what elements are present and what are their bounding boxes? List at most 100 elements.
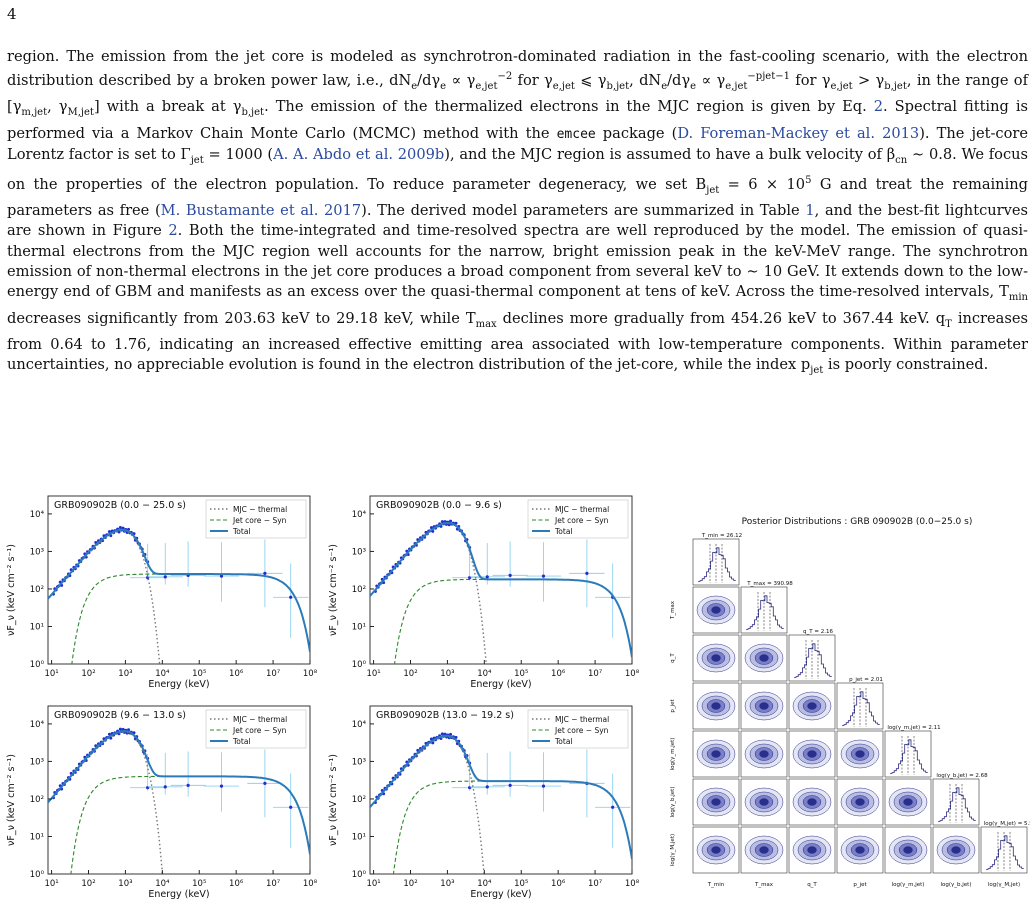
data-point [107,732,111,736]
marginal-histogram [890,739,928,774]
citation-link[interactable]: A. A. Abdo et al. 2009b [273,145,445,163]
parameter-estimate: T_max = 390.98 [746,581,793,587]
x-param-label: q_T [807,882,817,888]
legend-label: Jet core − Syn [232,516,287,525]
legend-label: Total [232,527,251,536]
x-tick-label: 10⁴ [155,669,170,679]
data-point [107,530,111,534]
text-run: region. The emission from the jet core i… [7,48,1028,90]
text-run: G and treat the remaining parameters as … [7,175,1028,220]
contour-ellipse [759,846,769,854]
y-axis-label: νF_ν (keV cm⁻² s⁻¹) [6,544,17,636]
marginal-histogram [986,835,1024,870]
text-run: ), and the MJC region is assumed to have… [444,145,896,163]
parameter-estimate: p_jet = 2.01 [849,677,883,683]
contour-ellipse [711,798,721,806]
contour-ellipse [711,654,721,662]
x-param-label: T_min [707,882,725,888]
data-point [485,575,489,579]
text-run: e,jet [830,81,853,93]
text-run: T [945,318,952,330]
y-tick-label: 10³ [352,547,366,557]
y-tick-label: 10¹ [352,832,366,842]
text-run: /dγ [417,72,441,90]
citation-link[interactable]: 2 [873,98,884,116]
x-tick-label: 10⁷ [588,669,603,679]
x-tick-label: 10⁷ [588,879,603,889]
x-tick-label: 10¹ [366,879,380,889]
text-run: /dγ [667,72,691,90]
x-param-label: log(γ_b,jet) [941,882,972,888]
y-tick-label: 10² [30,795,44,805]
data-point [429,737,433,741]
contour-ellipse [807,798,817,806]
x-tick-label: 10² [403,669,417,679]
text-run: e,jet [475,81,498,93]
text-run: . Spectral fitting is performed via a Ma… [7,98,1028,142]
data-point [585,571,589,575]
legend-label: Total [554,737,573,746]
text-run: cn [895,154,908,166]
data-point [440,520,444,524]
text-run: b,jet [884,81,907,93]
contour-ellipse [807,750,817,758]
citation-link[interactable]: D. Foreman-Mackey et al. 2013 [677,124,920,142]
total-curve [48,528,310,653]
contour-ellipse [903,798,913,806]
y-tick-label: 10³ [30,757,44,767]
x-tick-label: 10³ [440,879,454,889]
text-run: e [661,81,668,93]
body-paragraph: region. The emission from the jet core i… [7,47,1028,381]
parameter-estimate: log(γ_m,jet) = 2.11 [887,725,940,731]
x-axis-label: Energy (keV) [470,679,531,690]
text-run: for γ [512,72,553,90]
contour-ellipse [807,846,817,854]
contour-ellipse [711,846,721,854]
text-run: −1 [775,71,790,83]
text-run: b,jet [606,81,630,93]
text-run: min [1008,292,1028,304]
text-run: for γ [789,72,831,90]
data-point [508,573,512,577]
data-point [611,805,615,809]
plot-area [48,727,310,874]
text-run: ∝ γ [696,72,726,90]
plot-area [370,732,632,874]
y-param-label: T_max [670,600,676,620]
data-point [263,571,267,575]
plot-area [370,519,632,664]
y-param-label: log(γ_m,jet) [670,738,676,771]
y-tick-label: 10⁰ [352,870,367,880]
text-run: m,jet [21,107,48,119]
citation-link[interactable]: M. Bustamante et al. 2017 [160,202,362,220]
data-point [454,521,458,525]
text-run: e,jet [552,81,575,93]
y-tick-label: 10⁰ [30,870,45,880]
y-tick-label: 10² [352,795,366,805]
x-tick-label: 10⁸ [303,669,318,679]
x-tick-label: 10² [81,669,95,679]
contour-ellipse [711,702,721,710]
text-run: . The emission of the thermalized electr… [264,98,874,116]
data-point [118,727,122,731]
contour-ellipse [951,846,961,854]
text-run: = 1000 ( [203,145,274,163]
citation-link[interactable]: 2 [168,222,178,240]
x-tick-label: 10⁶ [551,669,566,679]
citation-link[interactable]: 1 [805,202,815,220]
data-point [289,595,293,599]
spectrum-panel-4: 10¹ 10² 10³ 10⁴ 10⁵ 10⁶ 10⁷ 10⁸10⁰10¹10²10³10⁴E… [328,705,640,900]
x-tick-label: 10⁷ [266,879,281,889]
x-tick-label: 10³ [440,669,454,679]
text-run: b,jet [241,107,265,119]
y-tick-label: 10¹ [30,622,44,632]
text-run: , and the best-fit lightcurves are shown… [7,202,1028,240]
marginal-histogram [794,643,832,678]
x-param-label: T_max [754,882,774,888]
legend-label: Jet core − Syn [232,726,287,735]
y-tick-label: 10⁴ [352,510,367,520]
page-number: 4 [7,5,17,23]
legend-label: MJC − thermal [555,505,609,514]
data-point [541,574,546,578]
total-curve [370,734,632,860]
